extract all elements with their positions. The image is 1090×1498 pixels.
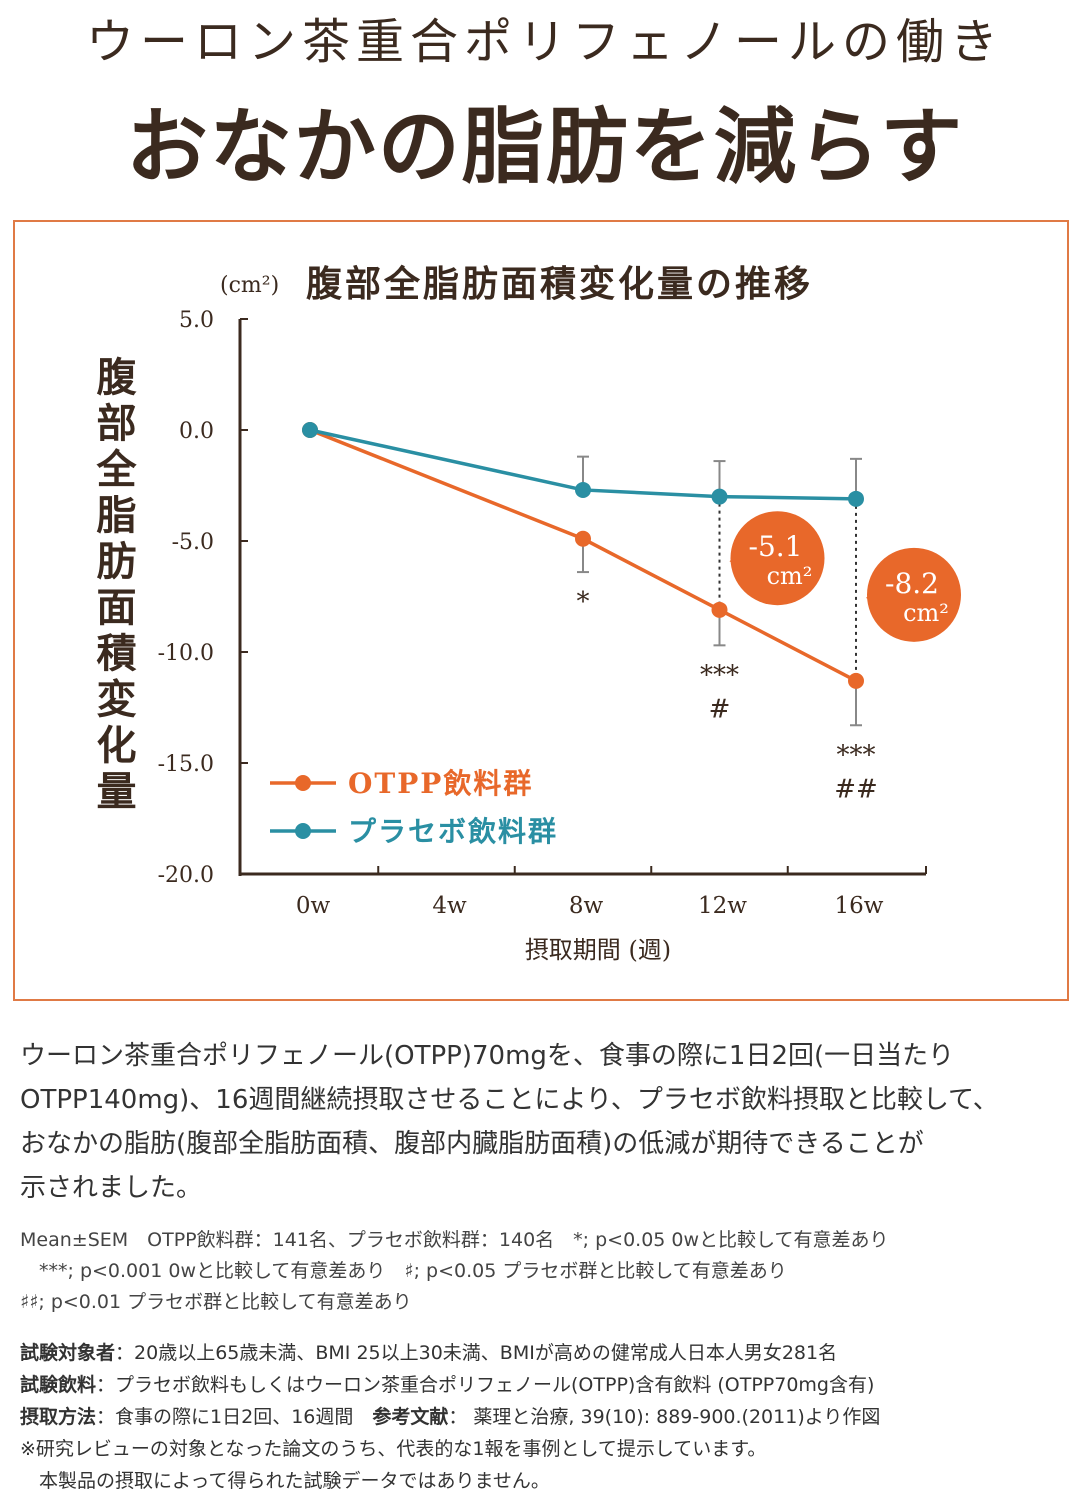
description-line: OTPP140mg)、16週間継続摂取させることにより、プラセボ飲料摂取と比較し…	[20, 1085, 999, 1115]
disclaimer: ※研究レビューの対象となった論文のうち、代表的な1報を事例として提示しています。	[20, 1438, 767, 1460]
page-title: おなかの脂肪を減らす	[125, 99, 965, 195]
data-point	[302, 422, 318, 438]
difference-bubble	[867, 547, 961, 642]
significance-mark-placebo: ##	[834, 774, 878, 804]
footnote-line: Mean±SEM OTPP飲料群：141名、プラセボ飲料群：140名 *; p<…	[20, 1229, 889, 1251]
x-axis-label: 摂取期間 (週)	[525, 936, 671, 964]
data-point	[575, 530, 591, 547]
difference-unit: cm²	[903, 599, 949, 627]
description-line: ウーロン茶重合ポリフェノール(OTPP)70mgを、食事の際に1日2回(一日当た…	[20, 1041, 955, 1071]
legend-label: OTPP飲料群	[348, 767, 533, 800]
reference-label: 参考文献	[372, 1406, 449, 1428]
drink-value: ：プラセボ飲料もしくはウーロン茶重合ポリフェノール(OTPP)含有飲料 (OTP…	[96, 1374, 875, 1396]
difference-value: -5.1	[749, 530, 803, 563]
y-tick-label: -20.0	[158, 863, 214, 888]
x-tick-label: 16w	[835, 893, 884, 919]
x-tick-label: 12w	[698, 893, 747, 919]
reference-value: ： 薬理と治療, 39(10): 889-900.(2011)より作図	[448, 1406, 881, 1428]
subjects-value: ：20歳以上65歳未満、BMI 25以上30未満、BMIが高めの健常成人日本人男…	[115, 1342, 838, 1364]
x-tick-label: 0w	[296, 893, 331, 919]
difference-bubble	[730, 511, 825, 606]
y-tick-label: -15.0	[158, 752, 214, 777]
x-tick-label: 8w	[569, 893, 604, 919]
subjects-label: 試験対象者	[20, 1342, 116, 1364]
legend-label: プラセボ飲料群	[348, 815, 558, 848]
significance-mark: ***	[700, 660, 739, 690]
legend-marker	[295, 775, 311, 791]
data-point	[575, 481, 591, 498]
legend-marker	[295, 823, 311, 839]
significance-mark: ***	[837, 740, 876, 770]
y-tick-label: -5.0	[172, 530, 214, 555]
footnote-line: ♯♯; p<0.01 プラセボ群と比較して有意差あり	[20, 1291, 412, 1313]
series-line-1	[309, 428, 857, 501]
y-tick-label: -10.0	[158, 641, 214, 666]
data-point	[848, 490, 864, 507]
data-point	[711, 488, 728, 505]
x-tick-label: 4w	[432, 893, 467, 919]
chart-title: 腹部全脂肪面積変化量の推移	[306, 263, 813, 305]
series-line-0	[309, 428, 857, 683]
footnote-line: ***; p<0.001 0wと比較して有意差あり ♯; p<0.05 プラセボ…	[20, 1260, 787, 1282]
study-details: 試験対象者：20歳以上65歳未満、BMI 25以上30未満、BMIが高めの健常成…	[20, 1337, 880, 1497]
page-subtitle: ウーロン茶重合ポリフェノールの働き	[85, 14, 1004, 70]
description: ウーロン茶重合ポリフェノール(OTPP)70mgを、食事の際に1日2回(一日当た…	[20, 1034, 1080, 1210]
drink-label: 試験飲料	[20, 1374, 97, 1396]
description-line: 示されました。	[20, 1173, 203, 1203]
data-point	[848, 672, 864, 689]
y-axis-label: 腹部全脂肪面積変化量	[90, 356, 138, 816]
difference-unit: cm²	[767, 562, 813, 590]
description-line: おなかの脂肪(腹部全脂肪面積、腹部内臓脂肪面積)の低減が期待できることが	[20, 1129, 924, 1159]
y-tick-label: 5.0	[179, 308, 214, 333]
data-point	[711, 601, 728, 618]
significance-mark: *	[577, 587, 590, 617]
disclaimer: 本製品の摂取によって得られた試験データではありません。	[20, 1470, 550, 1492]
method-value: ：食事の際に1日2回、16週間	[96, 1406, 373, 1428]
y-tick-label: 0.0	[179, 419, 214, 444]
method-label: 摂取方法	[20, 1406, 97, 1428]
significance-mark-placebo: #	[709, 694, 731, 724]
y-unit: (cm²)	[220, 273, 279, 298]
footnotes: Mean±SEM OTPP飲料群：141名、プラセボ飲料群：140名 *; p<…	[20, 1225, 888, 1318]
chart-frame	[13, 220, 1069, 1001]
difference-value: -8.2	[885, 567, 939, 600]
